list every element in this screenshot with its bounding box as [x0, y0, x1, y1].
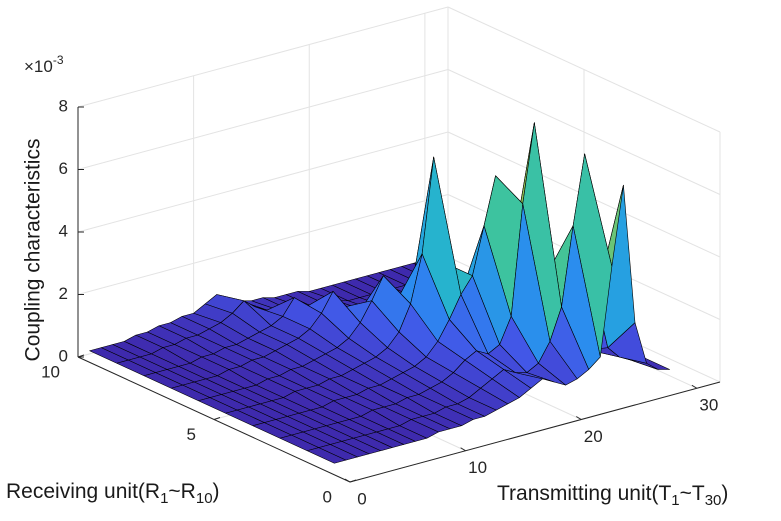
tick-mark	[349, 479, 357, 483]
x-label-part: Transmitting unit(T	[497, 482, 671, 505]
grid-line	[77, 194, 449, 295]
grid-line	[77, 6, 449, 108]
z-tick-label: 2	[59, 284, 68, 303]
y-tick-label: 10	[41, 362, 60, 381]
z-tick-label: 8	[59, 96, 68, 115]
y-tick-label: 5	[187, 425, 196, 444]
grid-line	[77, 69, 449, 170]
tick-mark	[77, 354, 85, 358]
z-scale-base: ×10	[24, 57, 53, 76]
y-tick-label: 0	[323, 487, 332, 506]
z-tick-label: 0	[59, 346, 68, 365]
x-label-part: )	[721, 482, 728, 505]
surface-patch	[306, 447, 347, 464]
x-axis-label: Transmitting unit(T1~T30)	[497, 482, 728, 509]
z-scale-label: ×10-3	[24, 53, 64, 76]
x-tick-label: 0	[357, 489, 366, 508]
y-label-part: )	[213, 480, 220, 503]
z-scale-exponent: -3	[53, 53, 64, 67]
y-label-sub: 1	[160, 490, 168, 507]
tick-mark	[344, 478, 351, 483]
y-label-sub: 10	[196, 490, 213, 507]
tick-mark	[213, 417, 221, 420]
y-axis-label: Receiving unit(R1~R10)	[6, 480, 220, 507]
tick-mark	[460, 447, 466, 452]
x-tick-label: 20	[584, 427, 603, 446]
x-label-sub: 1	[671, 492, 679, 509]
y-label-part: Receiving unit(R	[6, 480, 160, 503]
grid-line	[77, 131, 449, 233]
x-label-part: ~T	[680, 482, 705, 505]
z-tick-label: 6	[59, 159, 68, 178]
z-tick-label: 4	[59, 221, 68, 240]
x-tick-label: 30	[699, 396, 718, 415]
axis-line	[349, 381, 721, 483]
x-label-sub: 30	[705, 492, 722, 509]
z-axis-label: Coupling characteristics	[22, 139, 45, 362]
tick-mark	[575, 416, 582, 420]
x-tick-label: 10	[468, 458, 487, 477]
y-label-part: ~R	[168, 480, 195, 503]
tick-mark	[691, 384, 698, 389]
